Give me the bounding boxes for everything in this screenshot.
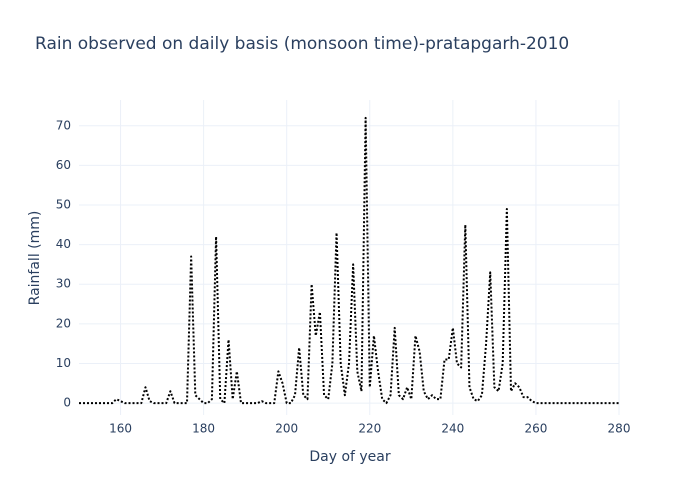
y-tick-label: 0 xyxy=(63,396,71,410)
line-series xyxy=(79,116,619,405)
y-tick-label: 30 xyxy=(56,277,71,291)
y-tick-label: 50 xyxy=(56,198,71,212)
y-tick-label: 40 xyxy=(56,237,71,251)
y-tick-label: 70 xyxy=(56,118,71,132)
x-tick-label: 180 xyxy=(192,422,215,436)
x-tick-label: 260 xyxy=(524,422,547,436)
y-tick-label: 60 xyxy=(56,158,71,172)
x-tick-label: 160 xyxy=(109,422,132,436)
y-tick-label: 10 xyxy=(56,356,71,370)
x-axis-title: Day of year xyxy=(309,449,391,465)
x-tick-label: 220 xyxy=(358,422,381,436)
chart-title: Rain observed on daily basis (monsoon ti… xyxy=(35,34,569,54)
x-tick-label: 280 xyxy=(608,422,631,436)
y-axis-title: Rainfall (mm) xyxy=(27,211,43,306)
y-tick-label: 20 xyxy=(56,316,71,330)
x-tick-label: 200 xyxy=(275,422,298,436)
x-tick-label: 240 xyxy=(441,422,464,436)
